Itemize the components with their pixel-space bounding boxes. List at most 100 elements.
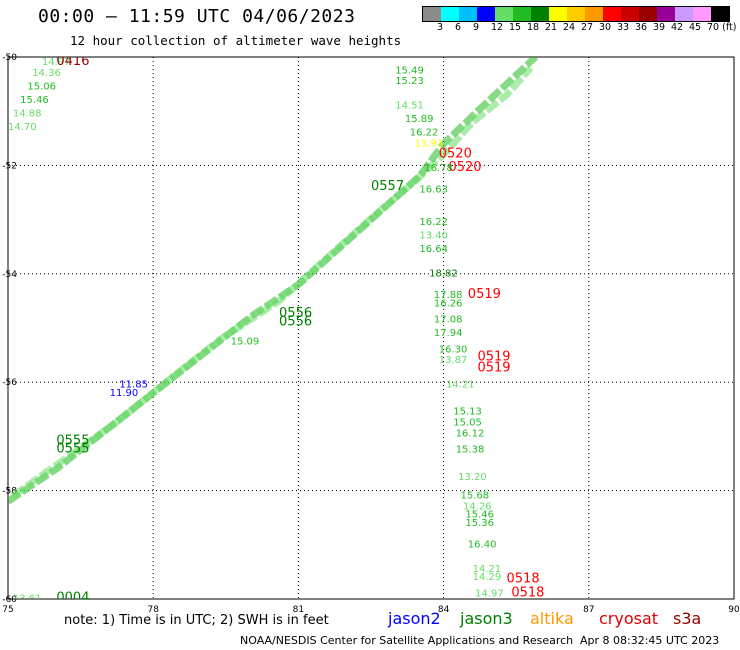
satellite-label-jason3: jason3 (460, 609, 513, 628)
y-tick-label: -56 (2, 378, 17, 388)
pass-time-label: 0557 (371, 179, 404, 194)
pass-time-label: 0519 (477, 360, 510, 375)
pass-time-label: 0416 (56, 54, 89, 69)
color-scale-bar (422, 6, 730, 22)
scale-swatch (657, 7, 675, 21)
page-title: 00:00 – 11:59 UTC 04/06/2023 (38, 6, 356, 27)
pass-time-label: 0556 (279, 306, 312, 321)
x-tick-label: 90 (728, 605, 740, 615)
wave-height-label: 15.46 (20, 95, 49, 106)
scale-swatch (495, 7, 513, 21)
scale-tick-label: 18 (527, 22, 540, 33)
pass-time-label: 0519 (468, 287, 501, 302)
generated-timestamp: Apr 8 08:32:45 UTC 2023 (580, 634, 720, 647)
pass-time-label: 0558 (560, 46, 593, 61)
wave-height-label: 13.20 (458, 472, 487, 483)
y-tick-label: -58 (2, 487, 17, 497)
scale-tick-label: 33 (617, 22, 630, 33)
wave-height-label: 17.88 (434, 290, 463, 301)
scale-tick-label: 36 (635, 22, 648, 33)
scale-tick-label: 27 (581, 22, 594, 33)
x-tick-label: 87 (583, 605, 594, 615)
satellite-label-altika: altika (530, 609, 574, 628)
scale-tick-label: 12 (491, 22, 504, 33)
footer-note: note: 1) Time is in UTC; 2) SWH is in fe… (64, 613, 329, 628)
pass-time-label: 0518 (511, 585, 544, 600)
scale-swatch (423, 7, 441, 21)
scale-swatch (711, 7, 729, 21)
wave-height-label: 15.89 (405, 114, 434, 125)
scale-tick-label: 39 (653, 22, 666, 33)
wave-height-label: 14.36 (32, 68, 61, 79)
wave-height-label: 14.21 (446, 380, 475, 391)
wave-height-label: 16.26 (434, 298, 463, 309)
pass-time-label: 0004 (56, 591, 89, 606)
wave-height-label: 15.06 (27, 82, 56, 93)
wave-height-label: 16.63 (419, 185, 448, 196)
wave-height-label: 16.64 (419, 244, 448, 255)
wave-height-label: 18.82 (429, 269, 458, 280)
scale-tick-label: 70 (ft) (707, 22, 737, 33)
scale-swatch (441, 7, 459, 21)
satellite-label-s3a: s3a (673, 609, 702, 628)
scale-swatch (639, 7, 657, 21)
pass-time-label: 0520 (439, 146, 472, 161)
pass-time-label: 0518 (507, 572, 540, 587)
wave-height-label: 13.40 (419, 231, 448, 242)
pass-time-label: 0555 (56, 434, 89, 449)
scale-swatch (567, 7, 585, 21)
scale-swatch (603, 7, 621, 21)
wave-height-label: 15.38 (456, 445, 485, 456)
scale-tick-label: 45 (689, 22, 702, 33)
scale-tick-label: 6 (455, 22, 462, 33)
y-tick-label: -50 (2, 53, 17, 63)
scale-swatch (477, 7, 495, 21)
scale-swatch (621, 7, 639, 21)
pass-time-label: 0556 (279, 314, 312, 329)
x-tick-label: 81 (293, 605, 304, 615)
x-tick-label: 84 (438, 605, 450, 615)
pass-time-label: 0519 (477, 350, 510, 365)
scale-tick-label: 30 (599, 22, 612, 33)
pass-time-label: 0555 (56, 442, 89, 457)
scale-swatch (549, 7, 567, 21)
scale-tick-label: 42 (671, 22, 684, 33)
wave-height-label: 14.70 (8, 122, 37, 133)
wave-height-label: 15.46 (465, 510, 494, 521)
wave-height-label: 16.12 (456, 428, 485, 439)
wave-height-label: 16.30 (439, 344, 468, 355)
scale-swatch (585, 7, 603, 21)
wave-height-label: 14.51 (395, 100, 424, 111)
scale-tick-label: 24 (563, 22, 576, 33)
wave-height-label: 11.85 (119, 380, 148, 391)
wave-height-label: 16.78 (424, 163, 453, 174)
x-tick-label: 75 (2, 605, 13, 615)
satellite-label-jason2: jason2 (388, 609, 441, 628)
wave-height-label: 15.13 (453, 407, 482, 418)
wave-height-label: 16.22 (419, 217, 448, 228)
wave-height-label: 13.61 (13, 594, 42, 605)
wave-height-label: 12.89 (27, 605, 56, 616)
plot-area: 75 78 81 84 87 90-50-52-54-56-58-6014.9714.36… (2, 46, 740, 616)
scale-swatch (531, 7, 549, 21)
scale-tick-label: 15 (509, 22, 522, 33)
wave-height-label: 14.97 (42, 57, 71, 68)
scale-swatch (513, 7, 531, 21)
wave-height-label: 11.90 (110, 388, 139, 399)
wave-height-label: 17.94 (434, 328, 463, 339)
wave-height-label: 15.23 (395, 76, 424, 87)
scale-swatch (459, 7, 477, 21)
wave-height-label: 15.09 (231, 336, 260, 347)
wave-height-label: 15.05 (453, 418, 482, 429)
satellite-track (10, 65, 534, 499)
wave-height-label: 14.29 (473, 572, 502, 583)
scale-tick-label: 9 (473, 22, 480, 33)
plot-content: 14.9714.3615.0615.4614.8814.70041615.491… (8, 46, 593, 616)
scale-tick-label: 3 (437, 22, 444, 33)
credit-line: NOAA/NESDIS Center for Satellite Applica… (240, 634, 574, 647)
y-tick-label: -54 (2, 270, 17, 280)
wave-height-label: 16.22 (410, 128, 439, 139)
page-subtitle: 12 hour collection of altimeter wave hei… (70, 33, 402, 48)
wave-height-label: 15.36 (465, 518, 494, 529)
